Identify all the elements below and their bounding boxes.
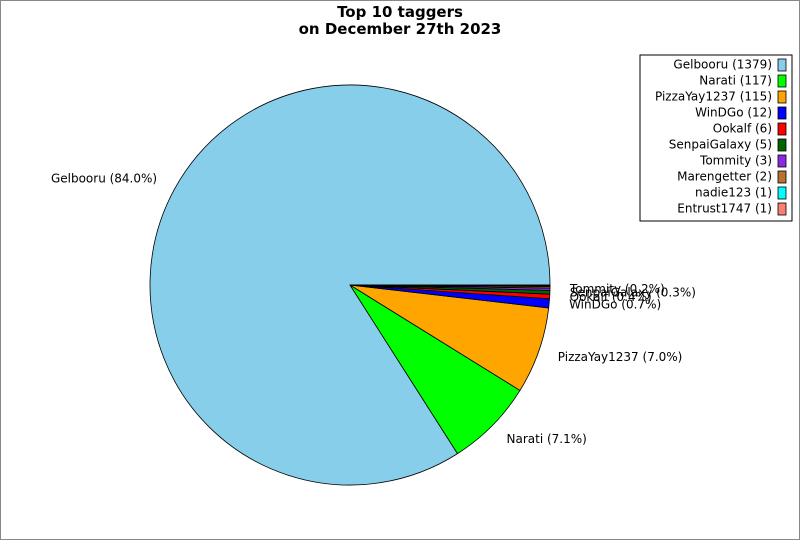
legend-label: Tommity (3) xyxy=(699,154,772,168)
legend-label: WinDGo (12) xyxy=(695,106,772,120)
legend-label: Gelbooru (1379) xyxy=(673,58,772,72)
pie-slice xyxy=(349,284,551,287)
legend-label: Entrust1747 (1) xyxy=(677,202,772,216)
slice-label: Narati (7.1%) xyxy=(507,432,587,446)
slice-label: SenpaiGalaxy (0.3%) xyxy=(570,286,696,300)
legend-swatch xyxy=(777,154,787,168)
legend-label: nadie123 (1) xyxy=(695,186,772,200)
slice-label: PizzaYay1237 (7.0%) xyxy=(558,350,683,364)
slice-label: Ookalf (0.4%) xyxy=(570,290,652,304)
legend-swatch xyxy=(777,138,787,152)
legend-swatch xyxy=(777,202,787,216)
legend-label: Narati (117) xyxy=(699,74,772,88)
slice-label: Tommity (0.2%) xyxy=(569,282,665,296)
legend-label: Marengetter (2) xyxy=(677,170,772,184)
slice-label: WinDGo (0.7%) xyxy=(569,298,661,312)
legend-swatch xyxy=(777,58,787,72)
legend-swatch xyxy=(777,186,787,200)
legend-swatch xyxy=(777,122,787,136)
legend-swatch xyxy=(777,90,787,104)
legend-swatch xyxy=(777,170,787,184)
legend-label: SenpaiGalaxy (5) xyxy=(669,138,772,152)
chart-title: Top 10 taggers on December 27th 2023 xyxy=(299,3,502,38)
slice-label: Gelbooru (84.0%) xyxy=(51,172,157,186)
legend-swatch xyxy=(777,74,787,88)
legend-label: Ookalf (6) xyxy=(713,122,772,136)
legend-swatch xyxy=(777,106,787,120)
legend-label: PizzaYay1237 (115) xyxy=(655,90,772,104)
legend-box xyxy=(639,54,793,222)
